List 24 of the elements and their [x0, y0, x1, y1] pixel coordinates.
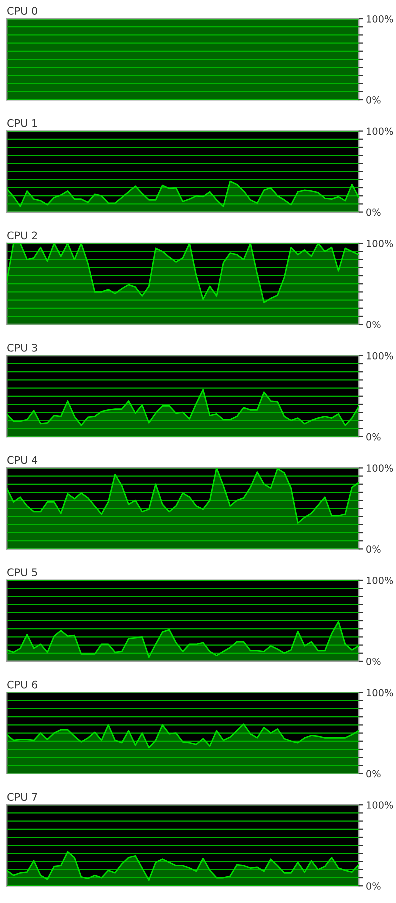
y-tick-label: 0% [366, 770, 381, 778]
chart-title: CPU 1 [8, 119, 38, 128]
chart-title: CPU 0 [8, 7, 38, 15]
chart-title: CPU 7 [8, 793, 38, 802]
chart-title: CPU 5 [8, 568, 38, 576]
y-tick-label: 0% [366, 208, 381, 216]
y-tick-label: 0% [366, 546, 381, 554]
y-tick-label: 0% [366, 321, 381, 328]
y-tick-label: 100% [367, 689, 394, 697]
y-tick-label: 100% [367, 576, 394, 584]
y-tick-label: 100% [367, 240, 394, 248]
chart-title: CPU 6 [8, 680, 38, 689]
y-tick-label: 100% [367, 464, 394, 472]
chart-title: CPU 3 [8, 344, 38, 352]
chart-title: CPU 4 [8, 456, 38, 464]
y-tick-label: 100% [367, 15, 394, 23]
y-tick-label: 0% [366, 96, 381, 104]
y-tick-label: 100% [367, 802, 394, 809]
y-tick-label: 0% [366, 882, 381, 890]
y-tick-label: 0% [366, 433, 381, 441]
y-tick-label: 100% [367, 352, 394, 360]
chart-title: CPU 2 [8, 232, 38, 240]
y-tick-label: 100% [367, 128, 394, 136]
y-tick-label: 0% [366, 658, 381, 666]
